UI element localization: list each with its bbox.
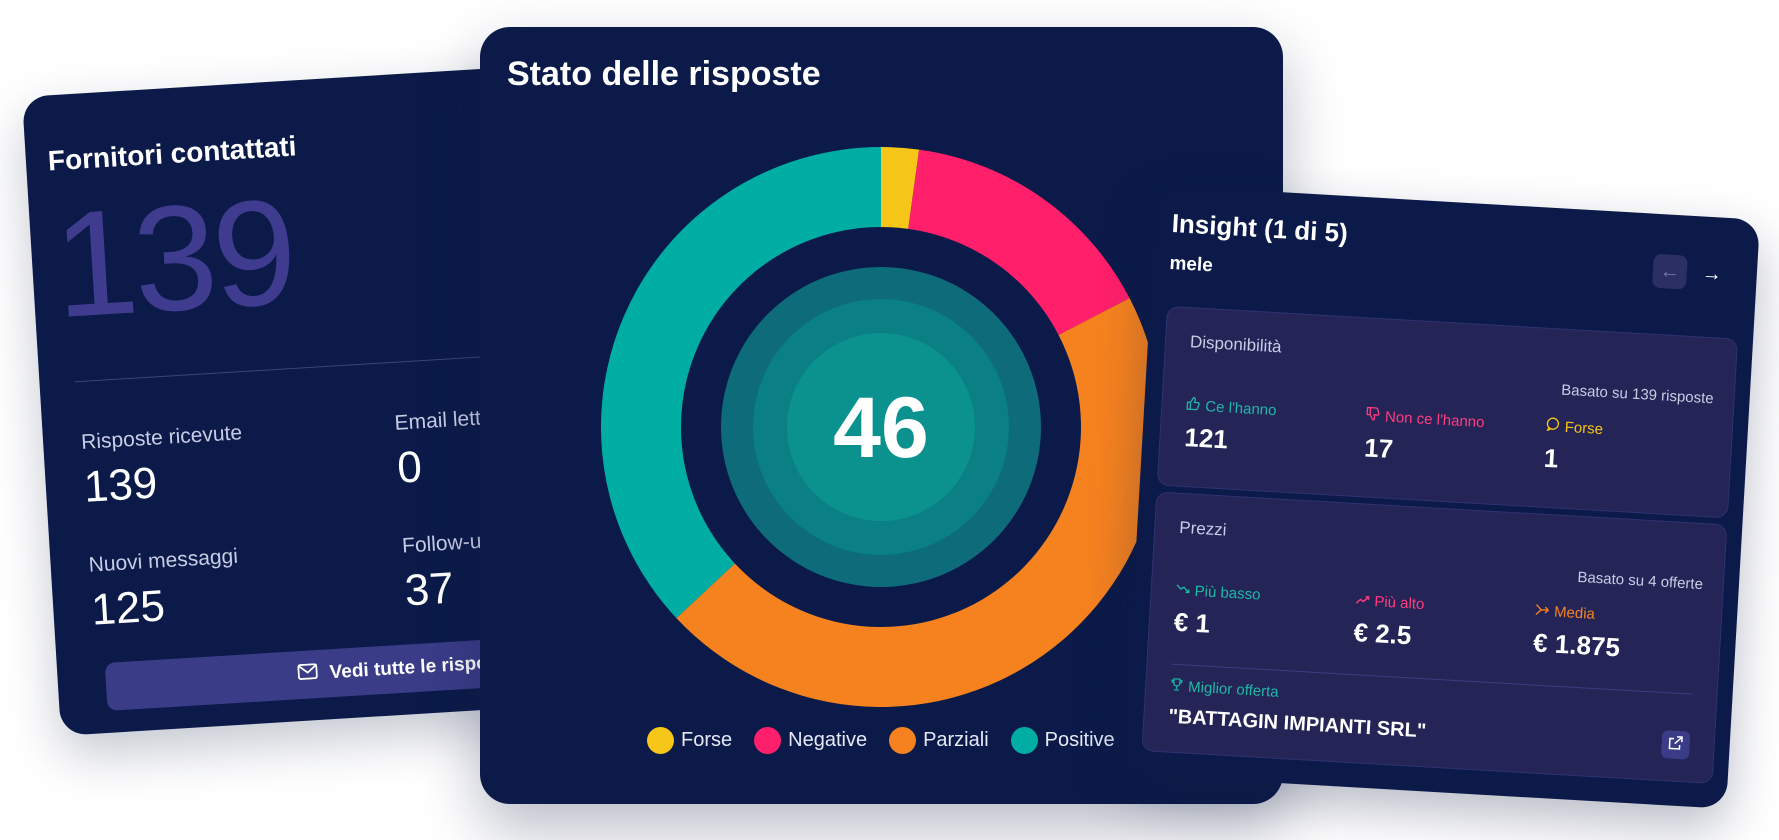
metric-label: Non ce l'hanno	[1384, 408, 1485, 431]
donut-slice-positive[interactable]	[601, 147, 881, 619]
metric-dont-have-it: Non ce l'hanno 17	[1363, 406, 1485, 470]
trend-down-icon	[1175, 582, 1190, 600]
thumbs-down-icon	[1366, 406, 1381, 425]
donut-slice-negative[interactable]	[908, 149, 1130, 335]
panel-title: Prezzi	[1178, 517, 1228, 540]
metric-label: Più alto	[1373, 593, 1425, 614]
legend-dot	[754, 727, 782, 754]
metric-maybe: Forse 1	[1543, 417, 1604, 477]
legend-item-parziali[interactable]: Parziali	[889, 727, 989, 754]
stat-responses: Risposte ricevute 139	[81, 421, 247, 513]
metric-value: € 2.5	[1352, 617, 1413, 651]
donut-slice-parziali[interactable]	[676, 298, 1161, 707]
arrow-right-icon: →	[1701, 262, 1723, 286]
metric-value: 121	[1183, 422, 1229, 455]
next-insight-button[interactable]: →	[1694, 256, 1730, 292]
open-offer-button[interactable]	[1660, 730, 1691, 760]
legend-item-positive[interactable]: Positive	[1010, 727, 1115, 754]
trophy-icon	[1170, 678, 1184, 696]
legend-item-forse[interactable]: Forse	[647, 727, 732, 754]
metric-value: € 1.875	[1532, 627, 1621, 663]
metric-value: 17	[1363, 432, 1394, 465]
best-offer-label: Miglior offerta	[1170, 678, 1279, 701]
center-ring-inner	[787, 333, 975, 521]
panel-title: Disponibilità	[1189, 332, 1283, 357]
trend-up-icon	[1355, 592, 1370, 610]
arrow-left-icon: ←	[1659, 259, 1681, 283]
suppliers-total: 139	[49, 166, 298, 350]
legend-item-negative[interactable]: Negative	[754, 727, 867, 754]
metric-average-price: Media € 1.875	[1532, 602, 1622, 663]
donut-chart: 46	[601, 147, 1161, 707]
legend-label: Positive	[1044, 729, 1115, 751]
previous-insight-button[interactable]: ←	[1651, 253, 1688, 290]
message-question-icon	[1545, 417, 1560, 436]
metric-highest-price: Più alto € 2.5	[1353, 592, 1425, 652]
suppliers-card: Fornitori contattati 139 Risposte ricevu…	[22, 62, 621, 736]
stat-value: 139	[82, 458, 159, 512]
legend-dot	[889, 727, 917, 754]
center-total: 46	[833, 380, 929, 476]
metric-have-it: Ce l'hanno 121	[1184, 396, 1277, 458]
stat-value: 125	[89, 581, 167, 635]
panel-note: Basato su 139 risposte	[1560, 381, 1715, 408]
view-all-responses-button[interactable]: Vedi tutte le risposte	[104, 631, 621, 711]
chart-legend: Forse Negative Parziali Positive	[647, 727, 1115, 754]
stat-label: Email lette	[393, 405, 494, 435]
stat-new-messages: Nuovi messaggi 125	[88, 545, 242, 636]
insight-title: Insight (1 di 5)	[1170, 207, 1349, 249]
best-offer-value: "BATTAGIN IMPIANTI SRL"	[1167, 705, 1427, 743]
metric-value: 1	[1543, 442, 1560, 474]
best-offer-label-text: Miglior offerta	[1187, 678, 1280, 701]
legend-dot	[1010, 727, 1038, 754]
legend-label: Negative	[788, 729, 868, 751]
legend-dot	[647, 727, 674, 754]
insight-card: Insight (1 di 5) mele ← → Disponibilità …	[1123, 185, 1760, 809]
thumbs-up-icon	[1186, 396, 1201, 415]
prices-panel: Prezzi Basato su 4 offerte Più basso € 1…	[1141, 491, 1728, 784]
metric-label: Media	[1553, 603, 1596, 623]
split-arrows-icon	[1535, 602, 1550, 620]
metric-label: Forse	[1564, 418, 1604, 438]
legend-label: Forse	[681, 729, 733, 751]
panel-note: Basato su 4 offerte	[1576, 568, 1704, 594]
external-link-icon	[1667, 734, 1684, 756]
stat-label: Nuovi messaggi	[88, 544, 239, 577]
stat-label: Risposte ricevute	[80, 421, 243, 455]
donut-slice-forse[interactable]	[881, 147, 920, 229]
metric-lowest-price: Più basso € 1	[1173, 582, 1261, 643]
metric-value: € 1	[1173, 606, 1211, 639]
insight-product: mele	[1168, 252, 1214, 277]
availability-panel: Disponibilità Basato su 139 risposte Ce …	[1156, 305, 1739, 519]
metric-label: Ce l'hanno	[1204, 397, 1277, 419]
chart-title: Stato delle risposte	[507, 55, 821, 93]
mail-icon	[297, 663, 318, 686]
metric-label: Più basso	[1194, 582, 1261, 604]
legend-label: Parziali	[923, 729, 989, 751]
